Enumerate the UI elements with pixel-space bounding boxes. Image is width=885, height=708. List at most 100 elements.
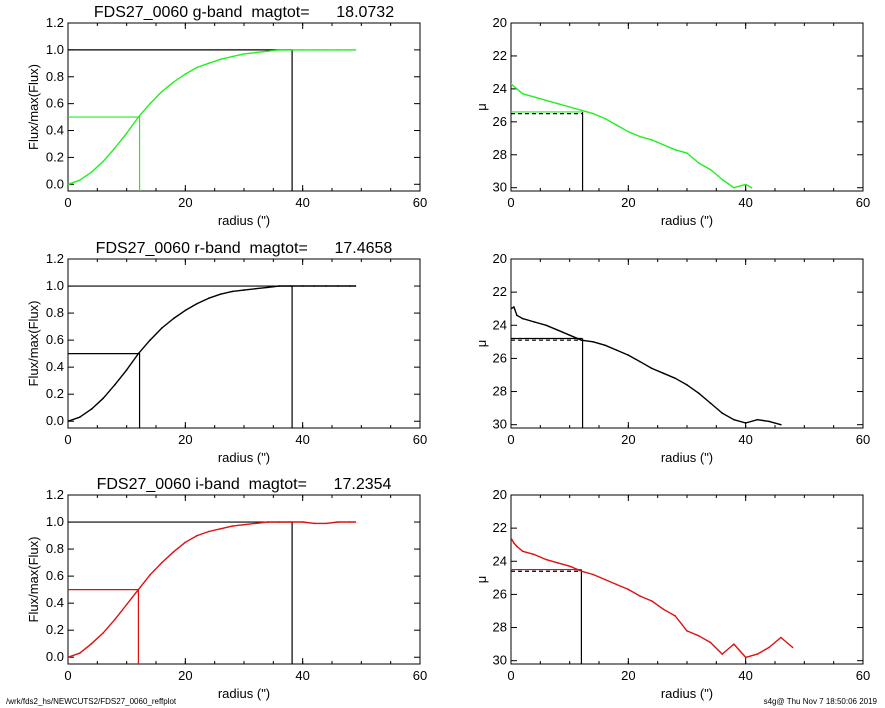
x-axis-label: radius (")	[661, 686, 713, 701]
x-tick-label: 0	[64, 668, 71, 683]
y-tick-label: 24	[493, 553, 507, 568]
data-point	[580, 570, 583, 573]
panel-r-surface-brightness: 0 20 40 60 20 22 24 26 28 30 radius (") μ	[474, 251, 870, 465]
data-point	[78, 179, 81, 182]
data-point	[290, 49, 292, 51]
data-point	[721, 412, 723, 414]
y-tick-label: 28	[493, 147, 507, 162]
panel-i-surface-brightness: 0 20 40 60 20 22 24 26 28 30 radius (") μ	[474, 487, 870, 701]
data-point	[254, 51, 257, 54]
data-point	[325, 285, 327, 287]
data-point	[125, 132, 128, 135]
data-point	[592, 573, 594, 576]
data-point	[102, 160, 104, 163]
data-point	[592, 112, 594, 115]
data-point	[196, 66, 198, 69]
y-tick-label: 1.0	[46, 42, 64, 57]
data-point	[114, 618, 116, 621]
data-point	[149, 339, 151, 341]
y-tick-label: 24	[493, 317, 507, 332]
data-point	[580, 339, 583, 341]
y-tick-label: 0.0	[46, 413, 64, 428]
data-point	[533, 553, 536, 556]
data-point	[184, 309, 187, 312]
data-point	[521, 550, 524, 553]
data-point	[325, 49, 327, 51]
data-point	[521, 317, 524, 320]
x-tick-label: 40	[295, 668, 309, 683]
data-point	[184, 541, 187, 544]
data-point	[557, 329, 559, 332]
total-radius-marker	[68, 49, 293, 191]
data-point	[161, 561, 163, 564]
x-tick-label: 0	[507, 668, 514, 683]
plot-frame	[67, 258, 421, 429]
data-point	[651, 600, 653, 602]
data-line-r	[68, 285, 356, 422]
y-tick-label: 0.6	[46, 96, 64, 111]
data-point	[278, 285, 281, 287]
panel-r-growth-curve: 0 20 40 60 0.0 0.2 0.4 0.6 0.8 1.0 1.2 radius (") Fl…	[26, 240, 427, 465]
data-line-i	[511, 537, 794, 659]
data-point	[604, 117, 606, 120]
data-point	[516, 88, 518, 90]
data-point	[733, 418, 735, 421]
data-point	[639, 595, 641, 597]
x-tick-label: 60	[856, 668, 870, 683]
data-point	[125, 603, 128, 606]
x-tick-label: 0	[507, 195, 514, 210]
data-point	[545, 99, 547, 102]
data-point	[313, 285, 316, 287]
y-tick-label: 28	[493, 620, 507, 635]
x-tick-label: 0	[507, 432, 514, 447]
data-point	[254, 287, 257, 290]
data-point	[208, 297, 210, 300]
x-tick-label: 40	[738, 195, 752, 210]
y-axis-label: μ	[474, 576, 489, 584]
y-tick-label: 26	[493, 350, 507, 365]
x-tick-label: 20	[178, 195, 192, 210]
data-point	[90, 171, 93, 173]
x-tick-label: 20	[621, 195, 635, 210]
x-tick-label: 40	[738, 432, 752, 447]
data-point	[513, 306, 515, 308]
plot-frame	[67, 494, 421, 665]
y-tick-label: 22	[493, 284, 507, 299]
data-point	[231, 525, 234, 527]
plot-frame	[510, 258, 864, 429]
data-point	[791, 646, 794, 649]
y-axis-label: μ	[474, 103, 489, 111]
data-point	[243, 53, 245, 55]
data-point	[125, 369, 128, 371]
total-radius-marker	[68, 521, 293, 664]
data-point	[511, 307, 512, 310]
data-point	[756, 418, 759, 421]
y-tick-label: 22	[493, 48, 507, 63]
y-tick-label: 20	[493, 251, 507, 266]
data-point	[568, 334, 571, 337]
data-point	[639, 135, 641, 138]
data-line-g	[511, 83, 752, 189]
data-point	[604, 578, 606, 581]
data-point	[102, 397, 104, 400]
data-point	[90, 642, 93, 645]
data-point	[750, 186, 753, 189]
data-point	[686, 384, 688, 386]
x-tick-label: 40	[738, 668, 752, 683]
data-point	[290, 521, 292, 523]
y-tick-label: 30	[493, 180, 507, 195]
data-point	[184, 73, 187, 75]
data-point	[557, 562, 559, 564]
y-tick-label: 20	[493, 15, 507, 30]
data-point	[780, 423, 782, 426]
panel-i-growth-curve: 0 20 40 60 0.0 0.2 0.4 0.6 0.8 1.0 1.2 radius (") Fl…	[26, 476, 427, 701]
y-tick-label: 0.0	[46, 176, 64, 191]
data-point	[756, 653, 759, 655]
data-point	[580, 109, 583, 112]
y-tick-label: 0.8	[46, 69, 64, 84]
data-point	[102, 632, 104, 634]
y-tick-label: 20	[493, 487, 507, 502]
x-tick-label: 20	[178, 668, 192, 683]
data-point	[568, 106, 571, 108]
